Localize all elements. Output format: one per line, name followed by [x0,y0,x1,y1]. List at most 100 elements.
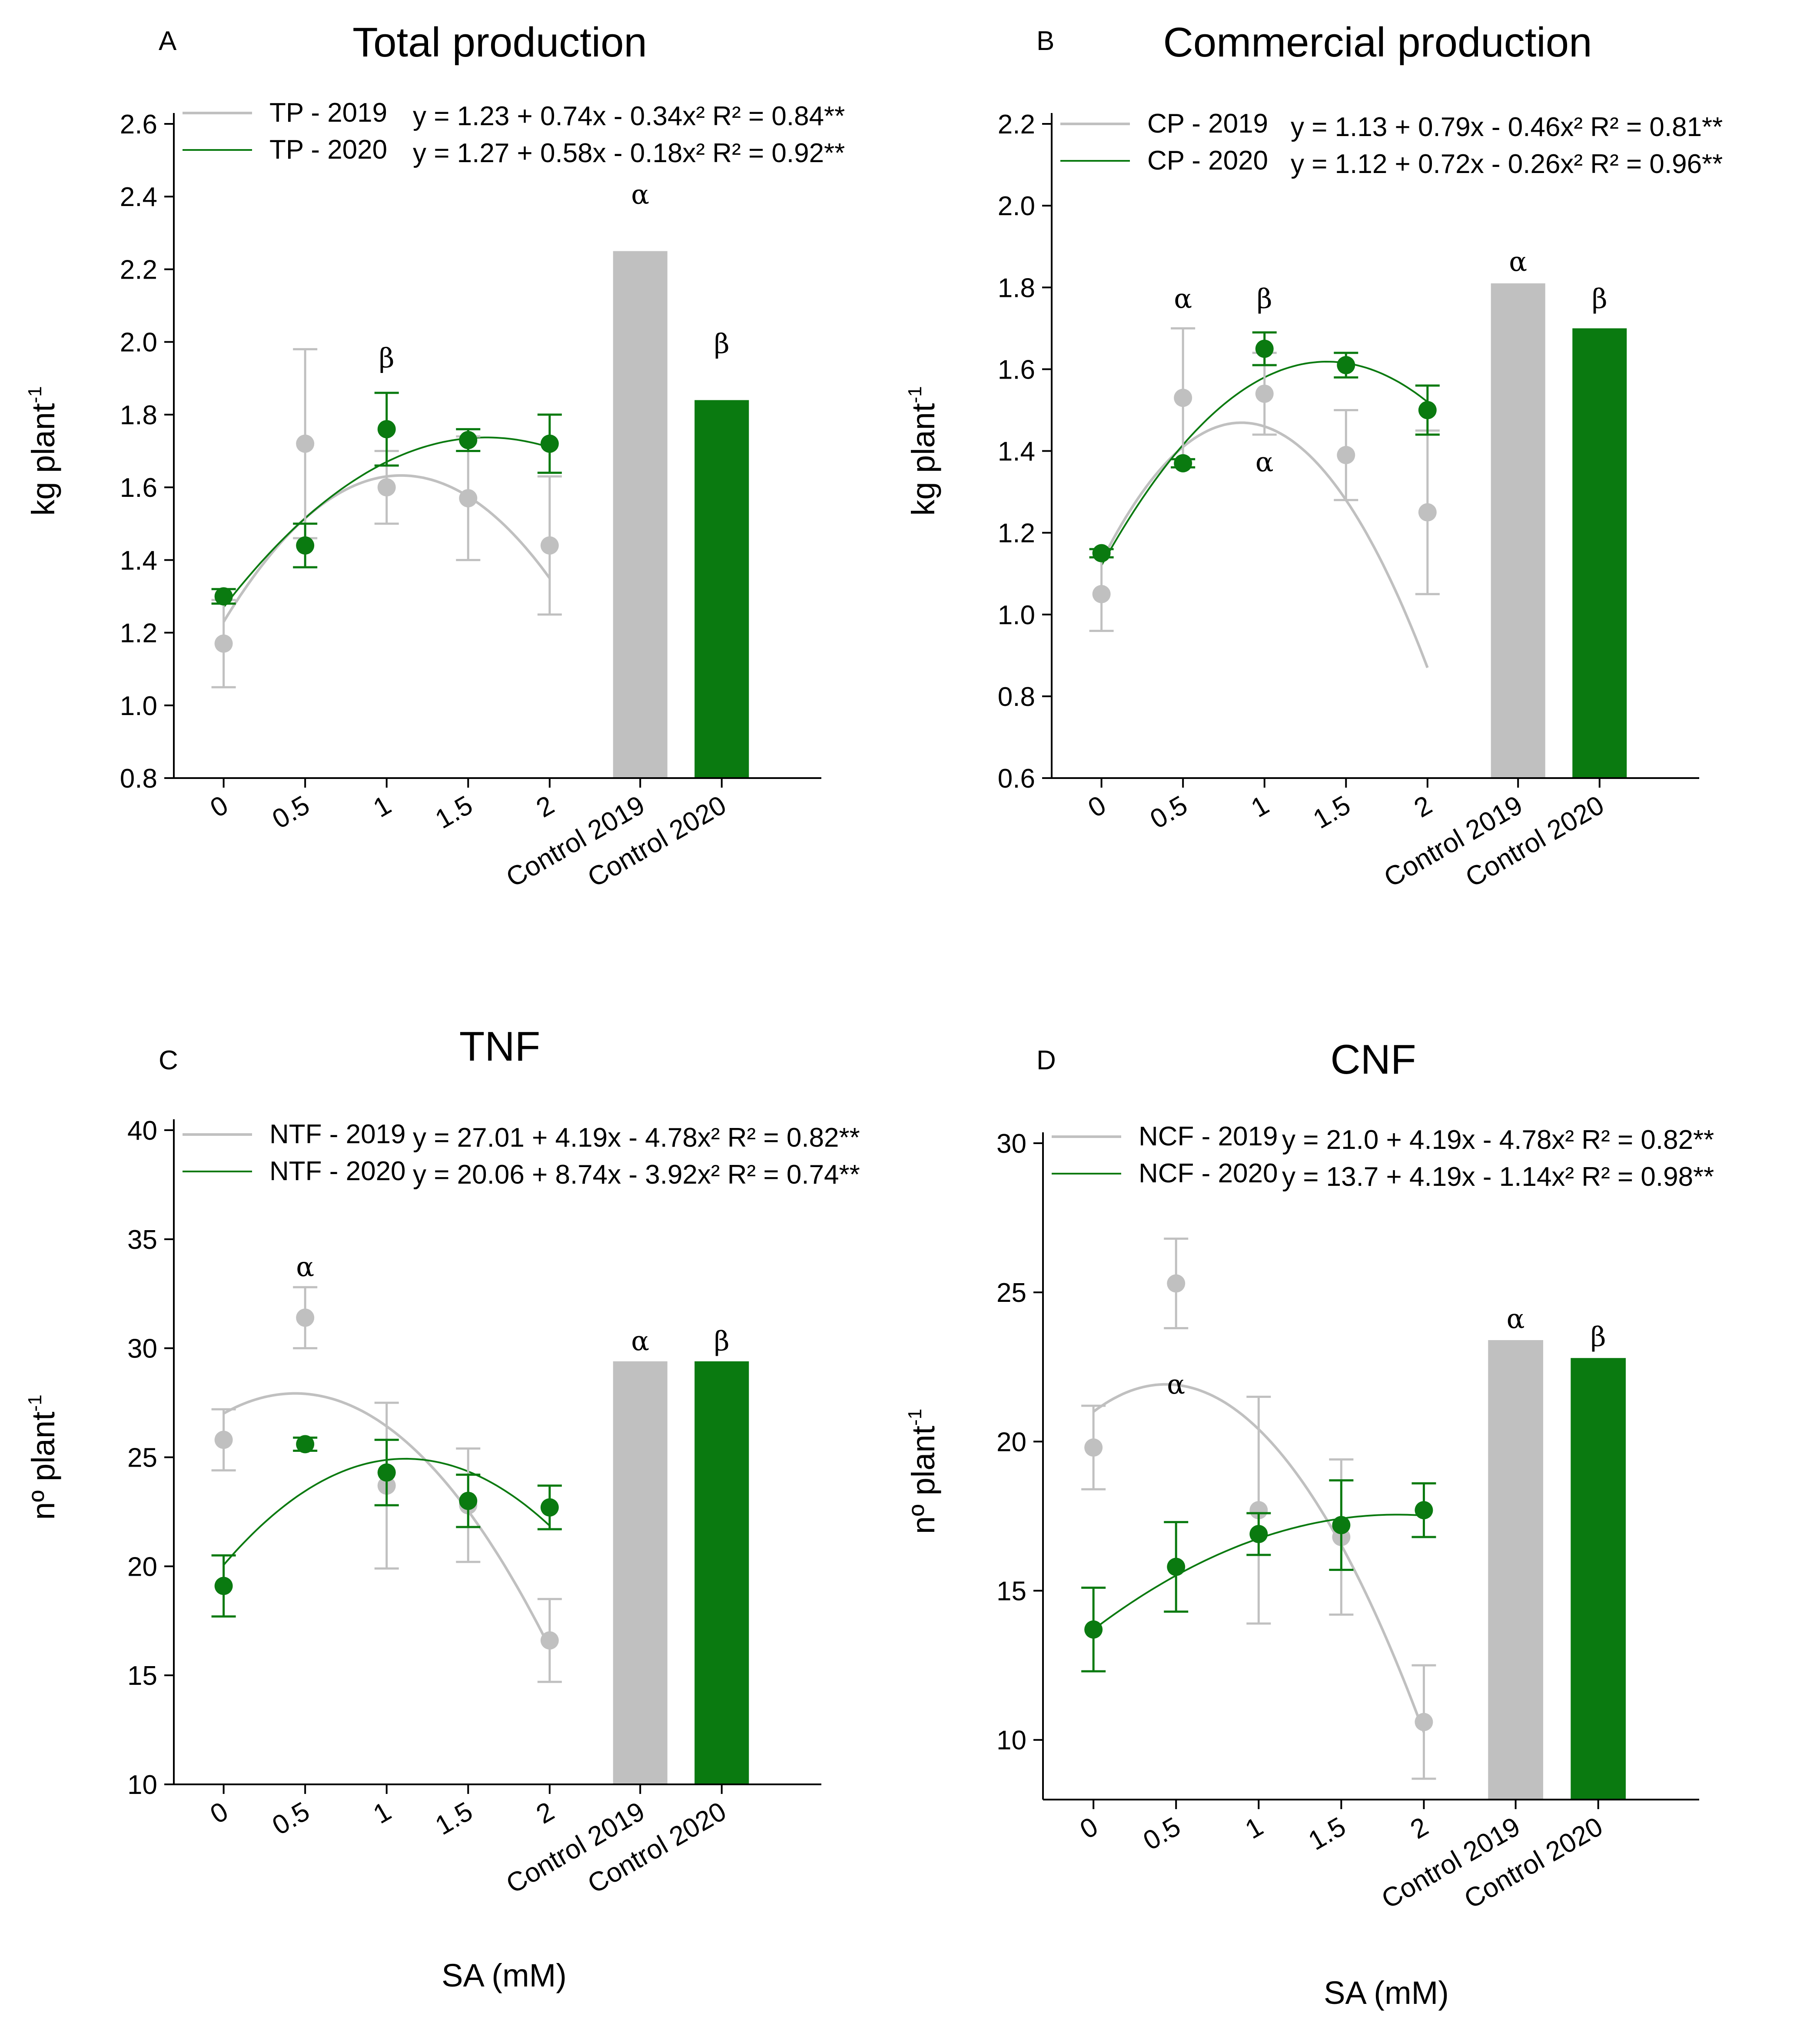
data-point-2020 [296,536,315,555]
significance-annotation: β [1591,1321,1606,1353]
data-point-2019 [1249,1501,1268,1520]
y-tick-label: 25 [996,1278,1026,1308]
data-point-2020 [1174,454,1192,472]
data-point-2020 [1084,1620,1103,1639]
legend-equation: y = 1.27 + 0.58x - 0.18x² R² = 0.92** [413,138,845,168]
data-point-2020 [1255,339,1274,358]
significance-annotation: β [714,1325,730,1357]
y-tick-label: 10 [127,1770,157,1800]
legend-equation: y = 21.0 + 4.19x - 4.78x² R² = 0.82** [1282,1125,1714,1155]
legend-label: TP - 2020 [269,135,387,165]
panel-letter: B [1036,26,1054,56]
legend-label: CP - 2020 [1147,146,1268,176]
legend-label: NCF - 2020 [1139,1158,1278,1188]
data-point-2020 [540,1498,559,1517]
x-tick-label: 1.5 [1303,1811,1351,1856]
y-axis-label: kg plant-1 [24,386,61,516]
control-bar-2019 [1488,1340,1543,1799]
x-tick-label: 0.5 [1145,790,1192,835]
y-tick-label: 1.4 [120,546,157,576]
data-point-2019 [1084,1438,1103,1457]
y-tick-label: 30 [127,1334,157,1364]
x-tick-label: 0 [205,1796,233,1830]
legend-equation: y = 20.06 + 8.74x - 3.92x² R² = 0.74** [413,1160,860,1190]
significance-annotation: α [1255,446,1274,478]
y-tick-label: 35 [127,1225,157,1255]
significance-annotation: β [1257,283,1272,314]
data-point-2019 [1255,384,1274,403]
data-point-2020 [540,434,559,453]
y-tick-label: 1.4 [998,437,1035,467]
data-point-2019 [1415,1713,1433,1731]
legend-label: NTF - 2020 [269,1156,406,1186]
panel-letter: C [159,1045,178,1075]
legend-label: NCF - 2019 [1139,1121,1278,1151]
y-tick-label: 1.0 [998,600,1035,630]
control-bar-2020 [1571,1358,1626,1799]
y-tick-label: 2.6 [120,110,157,140]
data-point-2019 [1337,446,1355,464]
panel-letter: A [159,26,177,56]
y-tick-label: 1.6 [998,355,1035,385]
x-tick-label: 1 [368,790,396,823]
data-point-2019 [296,1308,315,1327]
y-tick-label: 1.0 [120,691,157,721]
data-point-2020 [1332,1516,1351,1534]
x-tick-label: 2 [1409,790,1437,823]
panel-title: CNF [1330,1036,1416,1083]
data-point-2019 [540,536,559,555]
data-point-2020 [377,1463,396,1482]
x-tick-label: 1 [1240,1811,1268,1845]
control-bar-2020 [694,400,749,777]
x-tick-label: 1.5 [1308,790,1355,835]
data-point-2020 [1249,1525,1268,1544]
data-point-2019 [1092,585,1111,603]
x-tick-label: 1.5 [430,1796,478,1841]
data-point-2019 [377,478,396,497]
control-bar-2019 [613,251,668,777]
y-tick-label: 1.6 [120,473,157,503]
data-point-2020 [1167,1557,1186,1576]
panel-letter: D [1036,1045,1056,1075]
y-tick-label: 10 [996,1726,1026,1756]
data-point-2019 [214,634,233,653]
significance-annotation: α [631,1325,649,1357]
y-tick-label: 1.2 [120,619,157,649]
significance-annotation: α [1507,1303,1525,1335]
y-tick-label: 1.8 [998,273,1035,303]
panel-title: TNF [459,1023,541,1070]
x-axis-label-right: SA (mM) [1324,1975,1449,2011]
x-tick-label: 1 [368,1796,396,1830]
x-tick-label: 2 [531,790,559,823]
y-axis-label: kg plant-1 [904,386,941,516]
x-tick-label: 0 [1083,790,1111,823]
x-tick-label: 0.5 [267,1796,315,1841]
significance-annotation: β [379,342,395,374]
panel-b: Commercial production B 0.6 0.8 1.0 1.2 1.4 1.6… [904,19,1723,893]
y-tick-label: 0.6 [998,764,1035,794]
y-tick-label: 25 [127,1443,157,1473]
legend-label: CP - 2019 [1147,109,1268,139]
data-point-2020 [459,1491,478,1510]
panel-a: Total production A 0.8 1.0 1.2 1.4 1.6 1.8 2.0 2.… [24,19,845,893]
significance-annotation: β [714,328,730,359]
y-tick-label: 2.2 [120,255,157,285]
x-tick-label: Control 2020 [1459,1811,1608,1914]
data-point-2019 [1167,1274,1186,1293]
significance-annotation: β [1592,283,1607,314]
legend-equation: y = 1.23 + 0.74x - 0.34x² R² = 0.84** [413,101,845,131]
control-bar-2020 [694,1361,749,1783]
significance-annotation: α [631,179,649,210]
x-tick-label: 1.5 [430,790,478,835]
x-tick-label: 0.5 [267,790,315,835]
control-bar-2019 [1491,283,1545,777]
data-point-2020 [1092,544,1111,562]
legend-equation: y = 13.7 + 4.19x - 1.14x² R² = 0.98** [1282,1162,1714,1192]
y-tick-label: 20 [996,1427,1026,1457]
significance-annotation: α [1167,1369,1185,1401]
data-point-2020 [1415,1501,1433,1520]
y-tick-label: 30 [996,1129,1026,1159]
data-point-2020 [377,420,396,439]
y-tick-label: 2.4 [120,182,157,212]
legend-label: TP - 2019 [269,98,387,128]
